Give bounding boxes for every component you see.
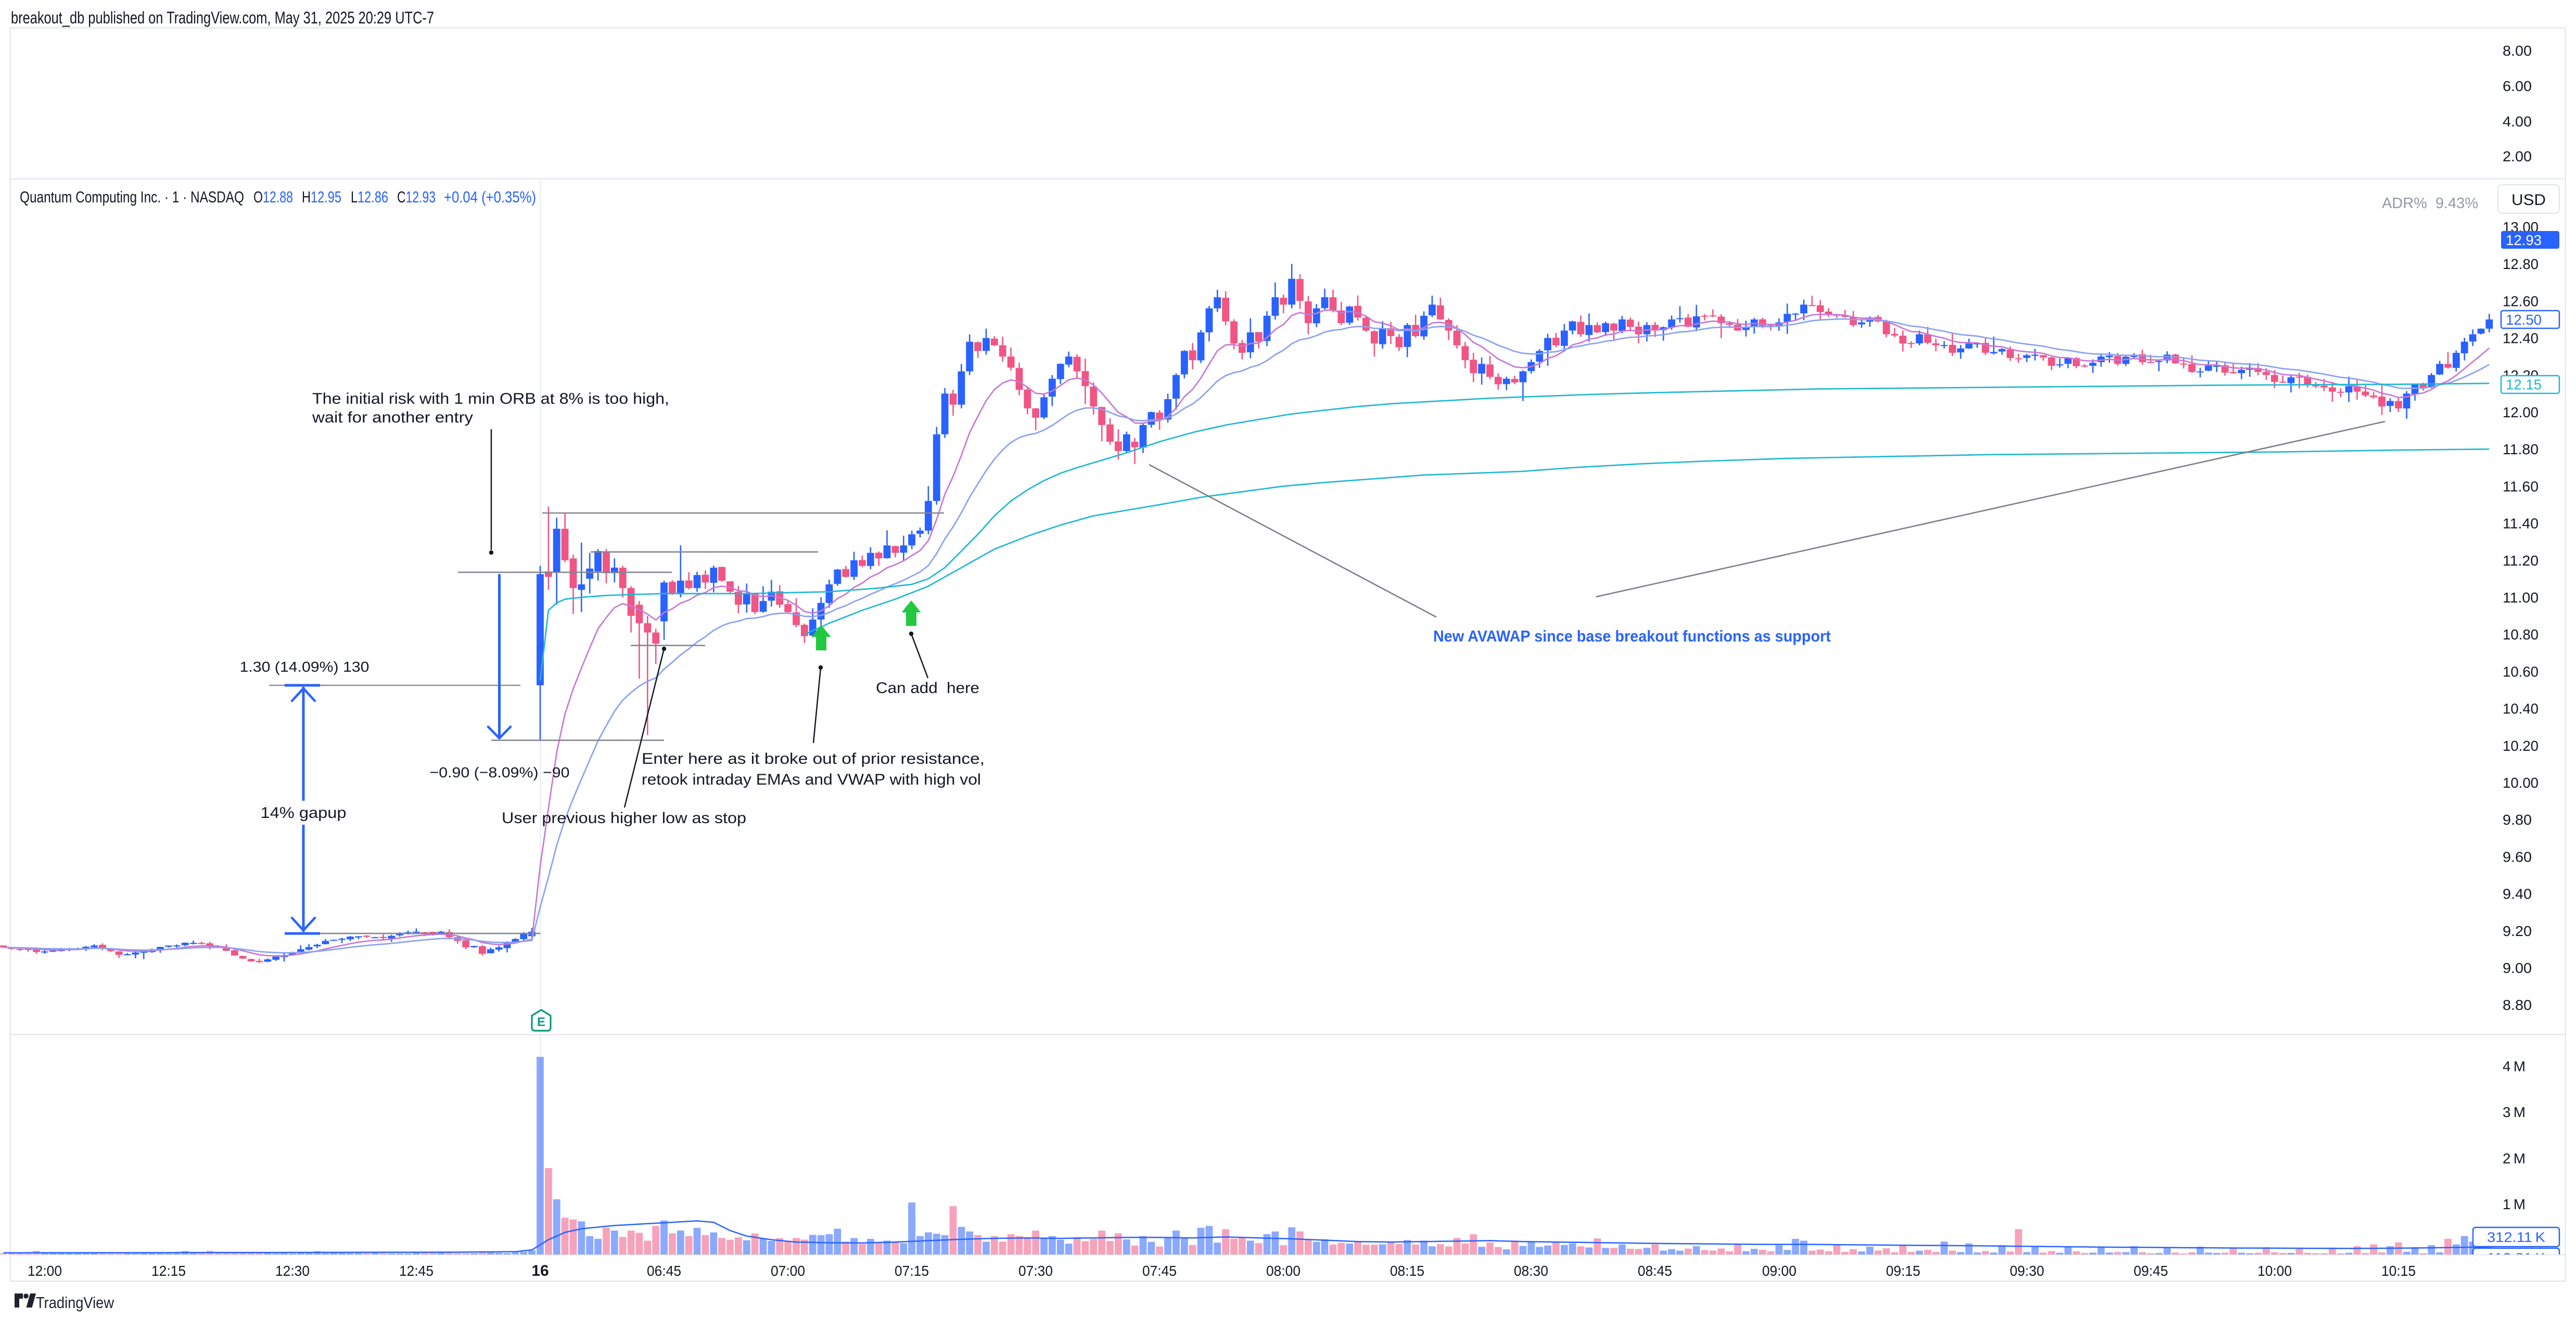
svg-text:wait for another entry: wait for another entry bbox=[312, 409, 473, 426]
svg-text:2 M: 2 M bbox=[2503, 1150, 2526, 1167]
svg-text:C12.93: C12.93 bbox=[397, 188, 436, 206]
svg-text:6.00: 6.00 bbox=[2503, 78, 2532, 94]
svg-text:08:30: 08:30 bbox=[1514, 1263, 1548, 1279]
svg-text:8.00: 8.00 bbox=[2503, 43, 2532, 59]
svg-text:−0.90 (−8.09%) −90: −0.90 (−8.09%) −90 bbox=[430, 764, 570, 780]
svg-text:The initial risk with 1 min OR: The initial risk with 1 min ORB at 8% is… bbox=[312, 390, 669, 407]
svg-text:9.40: 9.40 bbox=[2503, 886, 2532, 902]
svg-text:08:15: 08:15 bbox=[1390, 1263, 1424, 1279]
svg-text:07:30: 07:30 bbox=[1018, 1263, 1053, 1279]
svg-text:Quantum Computing Inc. · 1 · N: Quantum Computing Inc. · 1 · NASDAQ bbox=[20, 188, 244, 206]
svg-text:E: E bbox=[537, 1015, 545, 1029]
svg-text:H12.95: H12.95 bbox=[302, 188, 341, 206]
svg-text:08:45: 08:45 bbox=[1638, 1263, 1672, 1279]
svg-text:2.00: 2.00 bbox=[2503, 148, 2532, 164]
svg-text:14% gapup: 14% gapup bbox=[261, 804, 347, 822]
svg-text:11.60: 11.60 bbox=[2503, 478, 2539, 494]
svg-text:10.60: 10.60 bbox=[2503, 663, 2539, 680]
svg-text:12:00: 12:00 bbox=[28, 1263, 62, 1279]
svg-text:9.20: 9.20 bbox=[2503, 923, 2532, 939]
svg-text:1 M: 1 M bbox=[2503, 1196, 2526, 1212]
svg-text:12.60: 12.60 bbox=[2503, 293, 2539, 309]
svg-text:User previous higher low as st: User previous higher low as stop bbox=[502, 810, 746, 827]
svg-text:12.93: 12.93 bbox=[2506, 232, 2542, 248]
svg-text:9.00: 9.00 bbox=[2503, 960, 2532, 976]
svg-text:O12.88: O12.88 bbox=[253, 188, 293, 206]
svg-text:10.20: 10.20 bbox=[2503, 738, 2539, 754]
svg-text:12:30: 12:30 bbox=[275, 1263, 310, 1279]
svg-text:11.00: 11.00 bbox=[2503, 589, 2539, 606]
svg-text:12.40: 12.40 bbox=[2503, 330, 2539, 347]
svg-text:07:00: 07:00 bbox=[771, 1263, 805, 1279]
svg-text:New AVAWAP since base breakout: New AVAWAP since base breakout functions… bbox=[1433, 627, 1831, 645]
svg-text:06:45: 06:45 bbox=[647, 1263, 681, 1279]
svg-text:112.81 K: 112.81 K bbox=[2487, 1250, 2545, 1266]
svg-text:10.80: 10.80 bbox=[2503, 626, 2539, 643]
svg-text:07:15: 07:15 bbox=[895, 1263, 929, 1279]
svg-text:+0.04 (+0.35%): +0.04 (+0.35%) bbox=[444, 188, 536, 206]
svg-text:TradingView: TradingView bbox=[36, 1293, 114, 1312]
svg-text:8.80: 8.80 bbox=[2503, 997, 2532, 1013]
svg-text:3 M: 3 M bbox=[2503, 1104, 2526, 1120]
svg-text:11.80: 11.80 bbox=[2503, 441, 2539, 457]
svg-text:retook intraday EMAs and VWAP: retook intraday EMAs and VWAP with high … bbox=[642, 771, 981, 788]
svg-text:12:45: 12:45 bbox=[399, 1263, 433, 1279]
svg-text:12.00: 12.00 bbox=[2503, 404, 2539, 420]
svg-text:4.00: 4.00 bbox=[2503, 113, 2532, 130]
svg-text:09:00: 09:00 bbox=[1762, 1263, 1796, 1279]
svg-text:09:30: 09:30 bbox=[2010, 1263, 2044, 1279]
svg-text:Enter here as it broke out of: Enter here as it broke out of prior resi… bbox=[642, 750, 985, 767]
svg-text:1.30 (14.09%) 130: 1.30 (14.09%) 130 bbox=[240, 659, 369, 675]
svg-text:10:00: 10:00 bbox=[2258, 1263, 2292, 1279]
svg-text:09:45: 09:45 bbox=[2134, 1263, 2168, 1279]
svg-text:ADR% 9.43%: ADR% 9.43% bbox=[2382, 195, 2478, 212]
svg-text:12.50: 12.50 bbox=[2506, 312, 2542, 328]
svg-text:08:00: 08:00 bbox=[1266, 1263, 1300, 1279]
svg-text:4 M: 4 M bbox=[2503, 1058, 2526, 1074]
svg-text:12.80: 12.80 bbox=[2503, 256, 2539, 272]
svg-text:10.00: 10.00 bbox=[2503, 775, 2539, 791]
svg-text:L12.86: L12.86 bbox=[351, 188, 388, 206]
svg-text:breakout_db published on Tradi: breakout_db published on TradingView.com… bbox=[11, 8, 434, 27]
svg-text:10.40: 10.40 bbox=[2503, 701, 2539, 717]
svg-text:16: 16 bbox=[531, 1262, 549, 1279]
svg-text:USD: USD bbox=[2511, 191, 2546, 209]
svg-text:12.15: 12.15 bbox=[2506, 377, 2542, 393]
svg-text:07:45: 07:45 bbox=[1142, 1263, 1177, 1279]
svg-text:9.60: 9.60 bbox=[2503, 849, 2532, 865]
svg-text:12:15: 12:15 bbox=[151, 1263, 186, 1279]
svg-text:11.40: 11.40 bbox=[2503, 516, 2539, 532]
svg-text:9.80: 9.80 bbox=[2503, 812, 2532, 828]
svg-text:11.20: 11.20 bbox=[2503, 553, 2539, 569]
svg-text:09:15: 09:15 bbox=[1886, 1263, 1920, 1279]
svg-text:312.11 K: 312.11 K bbox=[2487, 1229, 2545, 1245]
svg-text:10:15: 10:15 bbox=[2381, 1263, 2416, 1279]
svg-text:Can add here: Can add here bbox=[876, 680, 979, 697]
